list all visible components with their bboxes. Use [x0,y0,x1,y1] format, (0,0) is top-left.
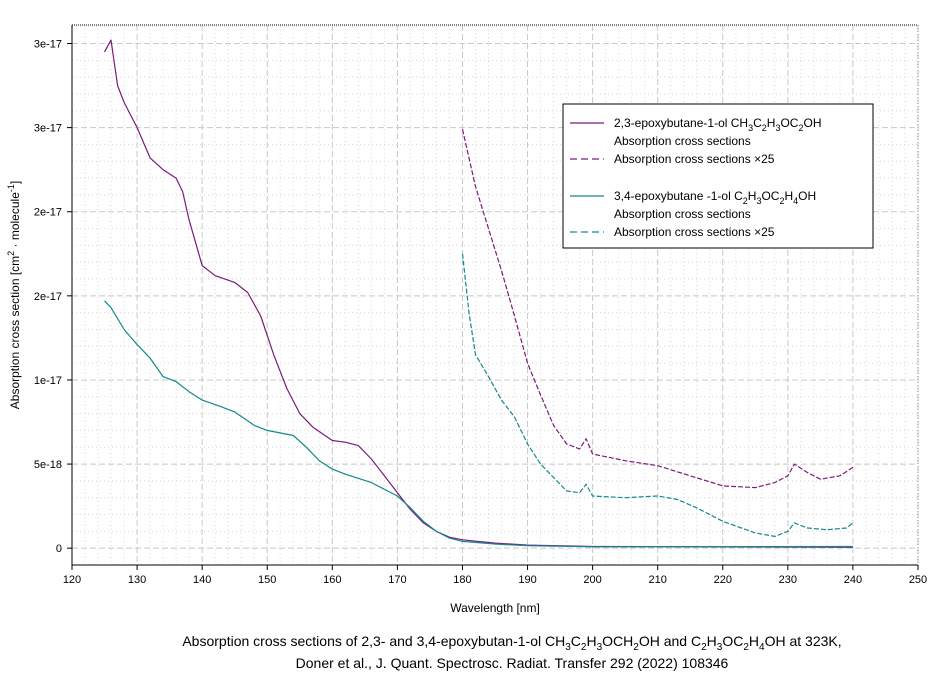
text-segment: OH [798,189,816,203]
x-tick-label: 210 [649,574,667,586]
text-segment: H [749,633,759,649]
text-segment: H [707,633,717,649]
y-tick-label: 2e-17 [34,291,62,303]
x-axis-label: Wavelength [nm] [450,601,540,615]
text-segment: OC [722,633,743,649]
text-segment: · molecule [8,192,22,251]
text-segment: 2,3-epoxybutane-1-ol CH [614,116,748,130]
caption-line-1: Absorption cross sections of 2,3- and 3,… [182,633,841,653]
text-segment: OH [803,116,821,130]
y-tick-label: 5e-18 [34,459,62,471]
text-segment: H [784,189,793,203]
text-segment: C [571,633,581,649]
legend-entry-label: Absorption cross sections ×25 [614,152,775,166]
subscript: 2 [743,196,748,206]
text-segment: OCH [602,633,633,649]
y-tick-label: 0 [56,543,62,555]
legend-entry-label: Absorption cross sections ×25 [614,225,775,239]
subscript: 2 [779,196,784,206]
text-segment: Absorption cross section [cm [8,256,22,409]
y-tick-label: 3e-17 [34,39,62,51]
series-line-3 [104,300,853,548]
x-tick-label: 250 [909,574,927,586]
series-line-4 [461,253,854,537]
subscript: 3 [756,196,761,206]
text-segment: OH at 323K, [765,633,842,649]
series-line-2 [461,129,854,489]
y-tick-label: 3e-17 [34,123,62,135]
subscript: 2 [581,642,587,653]
text-segment: H [586,633,596,649]
subscript: 4 [793,196,798,206]
legend-entry-name: 3,4-epoxybutane -1-ol C2H3OC2H4OH [614,189,816,206]
legend-entry-label: Absorption cross sections [614,134,751,148]
x-tick-label: 130 [128,574,146,586]
subscript: 2 [743,642,749,653]
x-tick-label: 180 [453,574,471,586]
y-tick-label: 2e-17 [34,207,62,219]
axes: 120 130 140 150 160 170 180 190 200 210 220 230 240 2… [34,24,927,586]
text-segment: H [767,116,776,130]
subscript: 3 [565,642,571,653]
text-segment: OC [761,189,779,203]
subscript: 3 [717,642,723,653]
x-tick-label: 200 [583,574,601,586]
subscript: 3 [748,123,753,133]
subscript: 2 [633,642,639,653]
legend-entry-label: Absorption cross sections [614,207,751,221]
x-tick-label: 240 [844,574,862,586]
y-axis-label: Absorption cross section [cm2 · molecule… [6,181,22,409]
text-segment: H [748,189,757,203]
legend: 2,3-epoxybutane-1-ol CH3C2H3OC2OHAbsorpt… [562,103,874,249]
text-segment: ] [8,181,22,184]
subscript: 2 [798,123,803,133]
text-segment: 3,4-epoxybutane -1-ol C [614,189,743,203]
x-tick-label: 140 [193,574,211,586]
x-tick-label: 220 [714,574,732,586]
legend-entry-name: 2,3-epoxybutane-1-ol CH3C2H3OC2OH [614,116,821,133]
series-group [103,39,854,548]
subscript: 4 [759,642,765,653]
x-tick-label: 120 [63,574,81,586]
text-segment: OC [780,116,798,130]
text-segment: OH and C [639,633,701,649]
y-tick-label: 1e-17 [34,375,62,387]
subscript: 2 [762,123,767,133]
subscript: 3 [597,642,603,653]
superscript: -1 [6,184,16,192]
x-tick-label: 190 [518,574,536,586]
legend-box [562,103,874,249]
subscript: 3 [775,123,780,133]
x-tick-label: 150 [258,574,276,586]
x-tick-label: 230 [779,574,797,586]
x-tick-label: 170 [388,574,406,586]
x-tick-label: 160 [323,574,341,586]
subscript: 2 [701,642,707,653]
text-segment: C [753,116,762,130]
text-segment: Absorption cross sections of 2,3- and 3,… [182,633,565,649]
superscript: 2 [6,251,16,256]
caption-line-2: Doner et al., J. Quant. Spectrosc. Radia… [296,655,729,671]
